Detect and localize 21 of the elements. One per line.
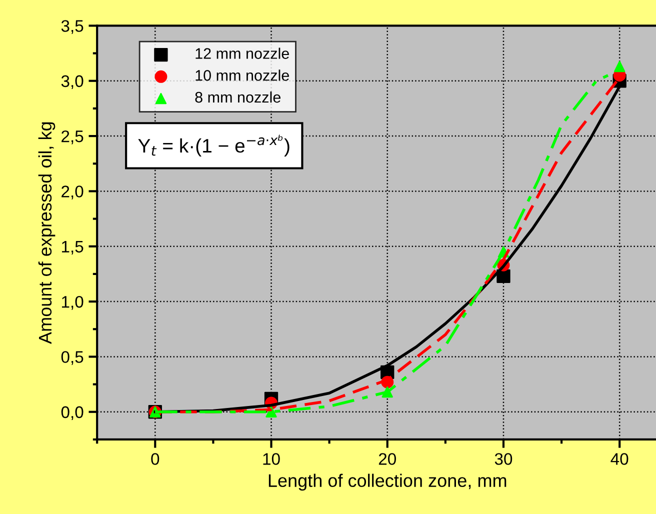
y-tick-label: 0,5	[61, 351, 84, 365]
point	[266, 406, 277, 418]
legend-label: 10 mm nozzle	[196, 70, 289, 81]
y-tick-label: 2,5	[62, 130, 84, 144]
annotation: Y$_{t}$ = k·(1 − e$^{−a·xᵇ}$)	[138, 134, 290, 156]
x-tick-label: 30	[494, 453, 512, 465]
y-tick-label: 0,0	[61, 406, 84, 420]
legend-label: 12 mm nozzle	[196, 48, 289, 59]
point	[614, 60, 626, 72]
y-tick-label: 3,5	[61, 20, 84, 34]
y-tick-label: 3,0	[61, 75, 84, 90]
x-axis-title: Length of collection zone, mm	[268, 474, 506, 491]
y-tick-label: 1,5	[62, 240, 84, 255]
y-tick-label: 1,0	[62, 296, 84, 310]
x-tick-label: 40	[610, 453, 628, 465]
legend-label: 8 mm nozzle	[195, 91, 280, 103]
x-tick-label: 20	[378, 453, 396, 465]
y-axis-title: Amount of expressed oil, kg	[38, 122, 56, 344]
y-tick-label: 2,0	[62, 186, 84, 200]
x-tick-label: 10	[263, 453, 280, 465]
x-tick-label: 0	[151, 453, 160, 465]
